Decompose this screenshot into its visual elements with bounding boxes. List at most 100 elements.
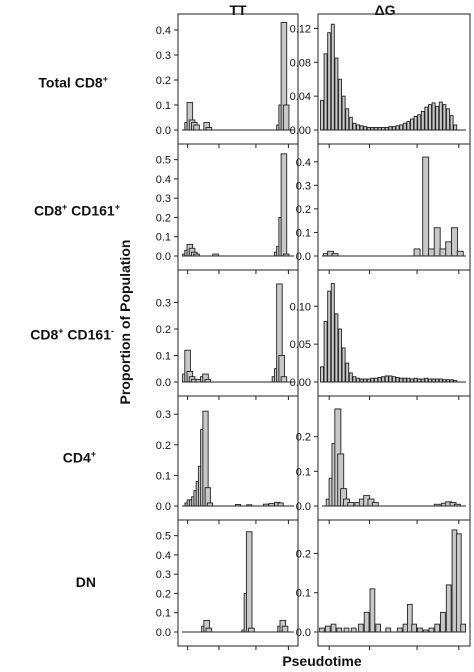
histogram-bar <box>359 125 364 131</box>
histogram-bar <box>356 377 360 383</box>
histogram-bar <box>406 121 411 131</box>
histogram-bar <box>413 116 418 131</box>
histogram-bar <box>336 627 343 633</box>
histogram-bar <box>399 377 404 383</box>
y-tick-label: 0.1 <box>156 470 171 482</box>
y-tick-label: 0.3 <box>156 569 171 581</box>
y-tick-label: 0.0 <box>296 251 311 263</box>
panel-4-2: 0.0 0.1 0.2 <box>296 395 471 524</box>
histogram-bar <box>374 377 378 383</box>
y-tick-label: 0.04 <box>290 91 311 103</box>
y-axis-label: Proportion of Population <box>117 240 133 405</box>
histogram-bar <box>327 32 332 131</box>
histogram-bar <box>417 114 422 131</box>
histogram-bar <box>413 248 421 257</box>
histogram-bar <box>348 372 353 383</box>
histogram-bar <box>338 78 342 131</box>
y-tick-label: 0.5 <box>156 531 171 543</box>
histogram-bar <box>384 375 389 383</box>
y-tick-label: 0.0 <box>156 501 171 513</box>
panel-2-1: 0.0 0.1 0.2 0.3 0.4 0.5 <box>156 143 299 274</box>
y-tick-label: 0.2 <box>156 75 171 87</box>
histogram-bar <box>345 108 350 131</box>
y-tick-label: 0.1 <box>156 608 171 620</box>
histogram-bar <box>399 124 404 131</box>
panel-4-1: 0.0 0.1 0.2 0.3 <box>156 395 299 524</box>
y-tick-label: 0.00 <box>290 377 311 389</box>
row-label-cd8-cd161-pos: CD8+ CD161+ <box>33 202 120 219</box>
y-tick-label: 0.2 <box>156 440 171 452</box>
histogram-bar <box>424 106 429 131</box>
y-tick-label: 0.1 <box>296 466 311 478</box>
histogram-bar <box>435 105 440 131</box>
y-tick-label: 0.4 <box>156 25 171 37</box>
histogram-bar <box>428 627 435 633</box>
y-tick-label: 0.2 <box>156 212 171 224</box>
panels: 0.0 0.1 0.2 0.3 0.4 0.00 0.04 0.08 0.12 0.0 0.1 0.2… <box>156 13 471 650</box>
histogram-bar <box>420 110 425 131</box>
histogram-bar <box>428 104 432 131</box>
histogram-bar <box>369 588 376 633</box>
histogram-bar <box>445 584 452 633</box>
y-tick-label: 0.0 <box>156 377 171 389</box>
y-tick-label: 0.0 <box>296 627 311 639</box>
y-tick-label: 0.4 <box>156 550 171 562</box>
x-axis-label: Pseudotime <box>282 653 362 669</box>
panel-1-1: 0.0 0.1 0.2 0.3 0.4 <box>156 13 299 148</box>
y-tick-label: 0.3 <box>156 298 171 310</box>
histogram-bar <box>358 623 364 633</box>
y-tick-label: 0.3 <box>296 180 311 192</box>
histogram-bar <box>352 376 357 383</box>
histogram-bar <box>334 57 339 131</box>
histogram-bar <box>330 283 335 383</box>
histogram-bar <box>320 99 324 131</box>
histogram-bar <box>439 248 447 257</box>
histogram-bar <box>363 611 370 633</box>
histogram-bar <box>395 125 400 131</box>
histogram-bar <box>245 531 253 633</box>
y-tick-label: 0.0 <box>156 627 171 639</box>
histogram-bar <box>445 241 453 257</box>
histogram-bar <box>396 627 403 633</box>
panel-5-1: 0.0 0.1 0.2 0.3 0.4 0.5 <box>156 519 299 650</box>
histogram-bar <box>324 625 331 633</box>
histogram-bar <box>320 366 324 383</box>
histogram-bar <box>460 623 466 633</box>
histogram-bar <box>330 623 337 633</box>
histogram-bar <box>375 623 382 633</box>
histogram-bar <box>434 623 441 633</box>
y-tick-label: 0.0 <box>296 501 311 513</box>
histogram-bar <box>350 627 357 633</box>
row-label-cd4: CD4+ <box>62 449 96 466</box>
y-tick-label: 0.0 <box>156 251 171 263</box>
y-tick-label: 0.0 <box>156 125 171 137</box>
histogram-bar <box>453 124 458 131</box>
histogram-bar <box>343 627 350 633</box>
y-tick-label: 0.1 <box>296 588 311 600</box>
histogram-bar <box>442 104 447 131</box>
histogram-bar <box>193 124 200 131</box>
histogram-bar <box>427 248 435 257</box>
row-label-cd8-cd161-neg: CD8+ CD161- <box>30 326 114 343</box>
histogram-bar <box>281 625 289 633</box>
histogram-bar <box>377 377 382 383</box>
y-tick-label: 0.3 <box>156 50 171 62</box>
histogram-bar <box>280 376 288 383</box>
histogram-bar <box>248 627 255 633</box>
histogram-bar <box>449 115 454 131</box>
histogram-bar <box>370 377 375 383</box>
histogram-bar <box>348 116 353 131</box>
y-tick-label: 0.1 <box>156 100 171 112</box>
histogram-bar <box>433 227 441 257</box>
panel-3-1: 0.0 0.1 0.2 0.3 <box>156 269 299 400</box>
panel-3-2: 0.00 0.05 0.10 <box>290 269 471 400</box>
histogram-bar <box>411 623 418 633</box>
y-tick-label: 0.4 <box>296 157 311 169</box>
histogram-bar <box>338 328 342 383</box>
y-tick-label: 0.2 <box>296 432 311 444</box>
histogram-bar <box>431 102 436 131</box>
y-tick-label: 0.1 <box>156 351 171 363</box>
y-tick-label: 0.1 <box>296 227 311 239</box>
histogram-bar <box>319 627 325 633</box>
histogram-bar <box>341 95 346 131</box>
